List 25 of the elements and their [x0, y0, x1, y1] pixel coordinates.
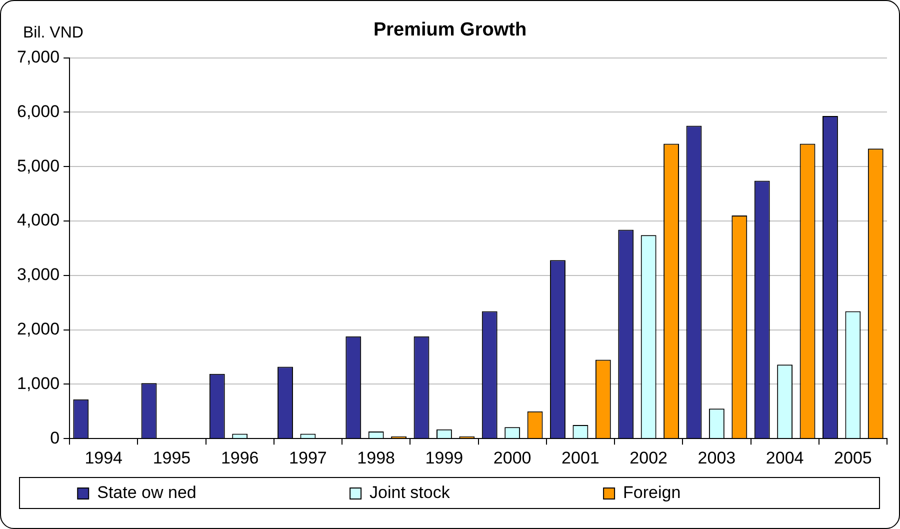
y-tick-label: 0	[50, 428, 60, 448]
y-tick-label: 4,000	[16, 210, 60, 230]
legend-label: Foreign	[623, 483, 822, 502]
x-tick-label: 2002	[630, 448, 668, 468]
x-tick-label: 2001	[562, 448, 600, 468]
y-tick-label: 3,000	[16, 265, 60, 284]
x-tick-label: 1998	[357, 448, 396, 468]
x-tick-label: 1994	[84, 448, 123, 468]
x-tick-label: 2004	[766, 448, 804, 468]
x-tick-label: 2003	[698, 448, 736, 468]
x-tick-label: 1995	[152, 448, 191, 468]
y-tick-label: 6,000	[16, 102, 60, 121]
y-tick-label: 5,000	[16, 156, 60, 176]
x-tick-label: 1996	[220, 448, 259, 468]
legend-label: State ow ned	[97, 483, 338, 502]
x-tick-label: 2000	[493, 448, 532, 468]
x-tick-label: 2005	[834, 448, 872, 468]
x-tick-label: 1999	[425, 448, 464, 468]
y-tick-label: 2,000	[16, 319, 60, 338]
y-tick-label: 1,000	[16, 374, 60, 393]
chart-title: Premium Growth	[373, 20, 527, 41]
x-tick-label: 1997	[289, 448, 327, 468]
legend-label: Joint stock	[370, 483, 592, 502]
y-tick-label: 7,000	[16, 47, 60, 66]
y-axis-title: Bil. VND	[23, 24, 84, 42]
